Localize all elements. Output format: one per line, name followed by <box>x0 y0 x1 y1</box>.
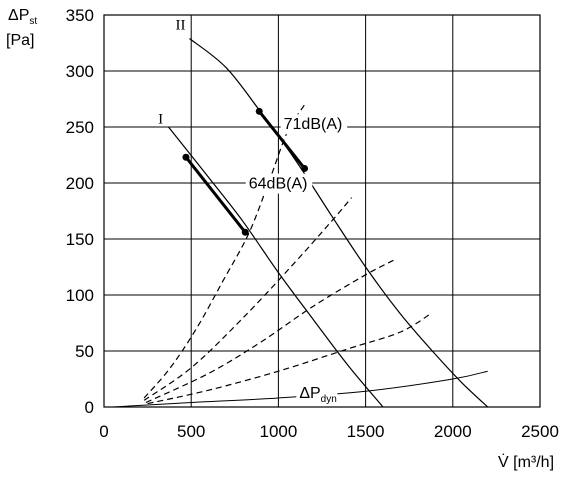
system-curve-4 <box>145 259 394 404</box>
x-tick-label: 1000 <box>259 422 297 441</box>
system-curve-2 <box>143 104 306 399</box>
x-tick-label: 1500 <box>347 422 385 441</box>
operating-ranges <box>182 107 309 236</box>
x-tick-label: 0 <box>99 422 108 441</box>
plot-frame <box>103 14 541 408</box>
system-curve-5 <box>147 312 433 405</box>
x-tick-label: 500 <box>177 422 205 441</box>
y-axis-label: ΔPst <box>8 7 37 27</box>
y-axis-unit: [Pa] <box>6 32 34 49</box>
y-tick-label: 100 <box>66 286 94 305</box>
operating-range-i-end-point <box>241 228 249 236</box>
x-tick-label: 2500 <box>521 422 559 441</box>
annotation-1: II <box>176 18 186 34</box>
annotation-bg <box>280 114 348 135</box>
y-tick-label: 50 <box>75 342 94 361</box>
y-tick-label: 200 <box>66 174 94 193</box>
annotation-4: ΔPdyn <box>299 385 336 405</box>
annotation-0: I <box>158 112 163 128</box>
annotation-bg <box>245 173 313 194</box>
grid <box>103 14 541 408</box>
curve-i <box>168 126 384 408</box>
operating-range-i <box>184 156 247 234</box>
system-curve-3 <box>143 197 353 401</box>
x-tick-label: 2000 <box>434 422 472 441</box>
curve-ii <box>189 38 489 408</box>
operating-range-ii-start-point <box>255 107 263 115</box>
y-tick-label: 0 <box>85 398 94 417</box>
annotation-bg <box>296 383 338 404</box>
operating-range-ii-end-point <box>301 164 309 172</box>
x-axis-label: V̇ [m³/h] <box>498 453 554 471</box>
operating-range-ii <box>258 110 306 170</box>
axis-labels: ΔPst [Pa] V̇ [m³/h] <box>6 7 554 471</box>
annotation-3: 71dB(A) <box>284 116 343 133</box>
y-tick-label: 300 <box>66 62 94 81</box>
y-tick-label: 350 <box>66 6 94 25</box>
operating-range-i-start-point <box>182 153 190 161</box>
y-tick-label: 150 <box>66 230 94 249</box>
annotation-2: 64dB(A) <box>249 176 308 193</box>
y-tick-label: 250 <box>66 118 94 137</box>
tick-labels: 0 500 1000 1500 2000 2500 0 50 100 150 200 250 300 35… <box>66 6 559 441</box>
series-layer <box>112 38 489 408</box>
